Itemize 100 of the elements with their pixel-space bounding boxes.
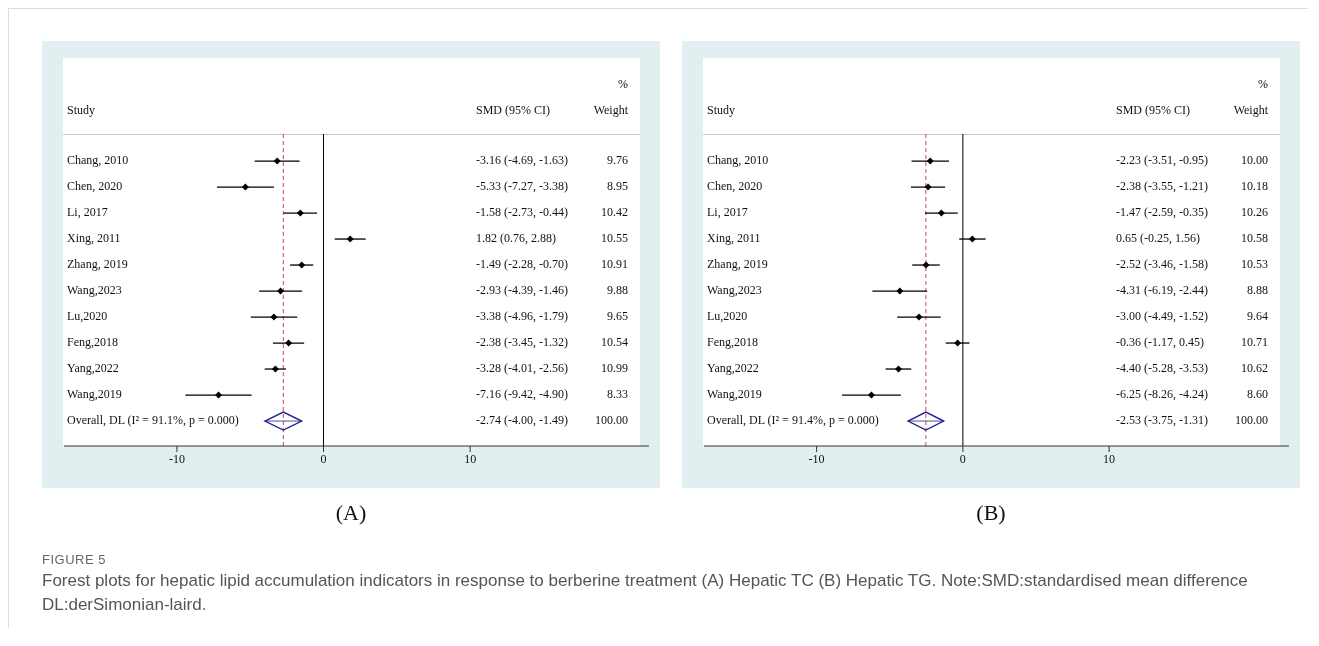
annotation: -4.31 (-6.19, -2.44) xyxy=(1116,283,1208,299)
point xyxy=(926,157,934,165)
point xyxy=(215,391,223,399)
annotation: 100.00 xyxy=(1235,413,1268,429)
annotation: 10.58 xyxy=(1241,231,1268,247)
annotation: 10.99 xyxy=(601,361,628,377)
y-tick-label: Yang,2022 xyxy=(707,361,759,377)
text: SMD (95% CI) xyxy=(1116,103,1190,118)
y-tick-label: Overall, DL (I² = 91.1%, p = 0.000) xyxy=(67,413,239,429)
annotation: -2.38 (-3.45, -1.32) xyxy=(476,335,568,351)
annotation: -2.52 (-3.46, -1.58) xyxy=(1116,257,1208,273)
point xyxy=(346,235,354,243)
annotation: 100.00 xyxy=(595,413,628,429)
x-tick-label: 10 xyxy=(464,451,477,466)
annotation: 0.65 (-0.25, 1.56) xyxy=(1116,231,1200,247)
x-tick-label: 0 xyxy=(320,451,327,466)
annotation: 10.26 xyxy=(1241,205,1268,221)
annotation: -2.93 (-4.39, -1.46) xyxy=(476,283,568,299)
annotation: -2.53 (-3.75, -1.31) xyxy=(1116,413,1208,429)
y-tick-label: Li, 2017 xyxy=(67,205,108,221)
annotation: 8.88 xyxy=(1247,283,1268,299)
annotation: 9.76 xyxy=(607,153,628,169)
annotation: 10.54 xyxy=(601,335,628,351)
annotation: 10.55 xyxy=(601,231,628,247)
point xyxy=(954,339,962,347)
y-tick-label: Wang,2023 xyxy=(707,283,762,299)
text: Forest plots for hepatic lipid accumulation indicators in response to berberine treatment (A) Hepatic TC (B) Hepatic TG. Note:SMD:standardised mean difference DL:derSimonian-laird. xyxy=(42,570,1249,616)
x-tick-label: -10 xyxy=(168,451,185,466)
annotation: -6.25 (-8.26, -4.24) xyxy=(1116,387,1208,403)
annotation: 8.33 xyxy=(607,387,628,403)
y-tick-label: Wang,2019 xyxy=(707,387,762,403)
annotation: -4.40 (-5.28, -3.53) xyxy=(1116,361,1208,377)
text: Weight xyxy=(1233,103,1268,118)
y-tick-label: Wang,2019 xyxy=(67,387,122,403)
text: (B) xyxy=(975,500,1007,526)
annotation: 10.18 xyxy=(1241,179,1268,195)
point xyxy=(922,261,930,269)
point xyxy=(273,157,281,165)
annotation: 8.60 xyxy=(1247,387,1268,403)
y-axis-title: Study xyxy=(707,103,736,118)
annotation: 10.42 xyxy=(601,205,628,221)
y-tick-label: Yang,2022 xyxy=(67,361,119,377)
text: % xyxy=(618,77,628,92)
point xyxy=(895,365,903,373)
point xyxy=(296,209,304,217)
annotation: -7.16 (-9.42, -4.90) xyxy=(476,387,568,403)
x-tick-label: 10 xyxy=(1103,451,1116,466)
annotation: 9.65 xyxy=(607,309,628,325)
annotation: -3.28 (-4.01, -2.56) xyxy=(476,361,568,377)
annotation: 9.64 xyxy=(1247,309,1268,325)
annotation: 10.71 xyxy=(1241,335,1268,351)
annotation: -1.58 (-2.73, -0.44) xyxy=(476,205,568,221)
annotation: -1.47 (-2.59, -0.35) xyxy=(1116,205,1208,221)
y-tick-label: Xing, 2011 xyxy=(707,231,761,247)
point xyxy=(270,313,278,321)
point xyxy=(241,183,249,191)
y-tick-label: Chen, 2020 xyxy=(67,179,123,195)
y-tick-label: Lu,2020 xyxy=(67,309,108,325)
y-tick-label: Wang,2023 xyxy=(67,283,122,299)
y-tick-label: Chang, 2010 xyxy=(67,153,129,169)
y-axis-title: Study xyxy=(67,103,96,118)
point xyxy=(277,287,285,295)
y-tick-label: Chang, 2010 xyxy=(707,153,769,169)
caption: FIGURE 5 xyxy=(42,552,107,567)
x-tick-label: -10 xyxy=(808,451,825,466)
text: (A) xyxy=(334,500,368,526)
annotation: -3.38 (-4.96, -1.79) xyxy=(476,309,568,325)
annotation: 8.95 xyxy=(607,179,628,195)
point xyxy=(867,391,875,399)
text: % xyxy=(1258,77,1268,92)
y-tick-label: Zhang, 2019 xyxy=(67,257,128,273)
y-tick-label: Lu,2020 xyxy=(707,309,748,325)
annotation: -2.74 (-4.00, -1.49) xyxy=(476,413,568,429)
point xyxy=(924,183,932,191)
annotation: -0.36 (-1.17, 0.45) xyxy=(1116,335,1204,351)
annotation: 9.88 xyxy=(607,283,628,299)
point xyxy=(285,339,293,347)
annotation: 10.00 xyxy=(1241,153,1268,169)
point xyxy=(298,261,306,269)
y-tick-label: Zhang, 2019 xyxy=(707,257,768,273)
text: Weight xyxy=(593,103,628,118)
annotation: 10.62 xyxy=(1241,361,1268,377)
point xyxy=(271,365,279,373)
y-tick-label: Feng,2018 xyxy=(67,335,118,351)
annotation: 10.53 xyxy=(1241,257,1268,273)
point xyxy=(937,209,945,217)
annotation: 1.82 (0.76, 2.88) xyxy=(476,231,556,247)
y-tick-label: Feng,2018 xyxy=(707,335,758,351)
text: SMD (95% CI) xyxy=(476,103,550,118)
y-tick-label: Xing, 2011 xyxy=(67,231,121,247)
annotation: -3.16 (-4.69, -1.63) xyxy=(476,153,568,169)
annotation: -5.33 (-7.27, -3.38) xyxy=(476,179,568,195)
point xyxy=(915,313,923,321)
annotation: -1.49 (-2.28, -0.70) xyxy=(476,257,568,273)
annotation: 10.91 xyxy=(601,257,628,273)
annotation: -2.23 (-3.51, -0.95) xyxy=(1116,153,1208,169)
point xyxy=(896,287,904,295)
annotation: -3.00 (-4.49, -1.52) xyxy=(1116,309,1208,325)
y-tick-label: Overall, DL (I² = 91.4%, p = 0.000) xyxy=(707,413,879,429)
y-tick-label: Chen, 2020 xyxy=(707,179,763,195)
